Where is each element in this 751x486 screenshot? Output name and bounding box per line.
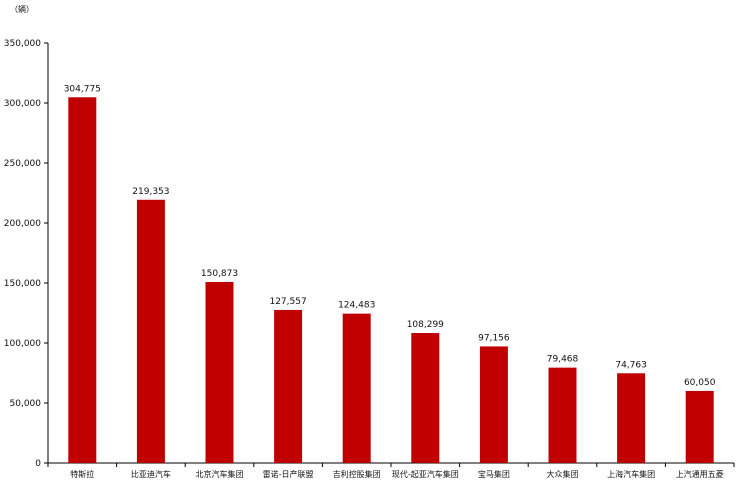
y-tick-label: 50,000 [10,399,42,409]
x-category-label: 比亚迪汽车 [131,469,171,479]
bar-data-label: 74,763 [615,360,647,370]
bar [685,390,714,463]
bar-data-label: 150,873 [201,269,238,279]
bar [479,346,508,463]
bar-data-label: 127,557 [269,297,306,307]
bar-data-label: 60,050 [684,378,716,388]
bar [205,281,234,463]
bar [68,97,97,464]
x-category-label: 上海汽车集团 [607,469,655,479]
bar [342,313,371,463]
x-category-label: 现代-起亚汽车集团 [392,469,459,479]
x-category-label: 雷诺-日产联盟 [263,469,314,479]
y-tick-label: 0 [35,459,41,469]
x-category-label: 大众集团 [547,469,579,479]
x-category-label: 宝马集团 [478,469,510,479]
x-category-label: 北京汽车集团 [196,469,244,479]
bar-data-label: 219,353 [132,187,169,197]
bar [548,367,577,463]
y-unit-label: （辆） [10,4,34,14]
y-tick-label: 250,000 [4,159,41,169]
x-category-label: 上汽通用五菱 [676,469,724,479]
y-tick-label: 100,000 [4,339,41,349]
bar-data-label: 304,775 [64,84,101,94]
y-tick-label: 300,000 [4,99,41,109]
x-category-label: 特斯拉 [70,469,94,479]
bar [136,199,165,463]
bar-data-label: 108,299 [407,320,444,330]
y-tick-label: 350,000 [4,39,41,49]
x-category-label: 吉利控股集团 [333,469,381,479]
bar-data-label: 124,483 [338,301,375,311]
bar [617,373,646,463]
y-tick-label: 200,000 [4,219,41,229]
labels-layer: 304,775 特斯拉 219,353 比亚迪汽车 150,873 北京汽车集团 127,5… [64,84,724,479]
bar-data-label: 97,156 [478,333,510,343]
bar-data-label: 79,468 [547,355,579,365]
bar [274,309,303,463]
bars-layer [68,97,714,464]
y-tick-label: 150,000 [4,279,41,289]
bar [411,333,440,463]
